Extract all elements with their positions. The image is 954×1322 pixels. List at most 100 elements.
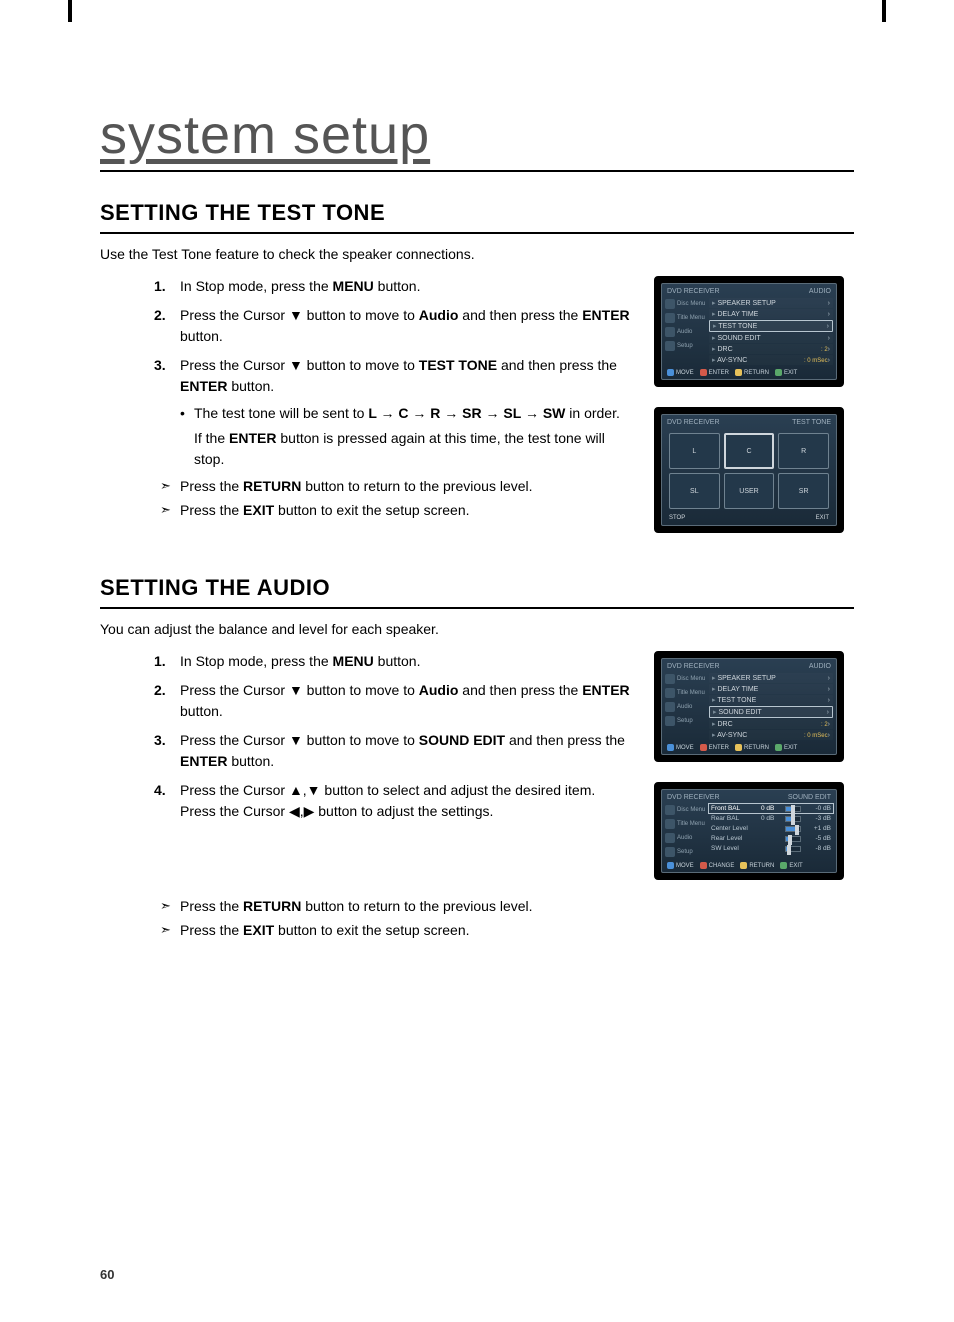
step-number: 1. — [154, 276, 166, 297]
osd-side-item: Setup — [665, 715, 709, 727]
slider-label: Center Level — [711, 825, 757, 832]
osd-row-label: DELAY TIME — [712, 685, 758, 693]
section1-sub-note: If the ENTER button is pressed again at … — [180, 428, 634, 470]
page-crop-marks — [0, 0, 954, 24]
osd-side-icon — [665, 327, 675, 337]
osd-footer-icon — [775, 369, 782, 376]
section-heading-test-tone: SETTING THE TEST TONE — [100, 200, 854, 234]
osd-menu-row: SOUND EDIT› — [709, 706, 833, 718]
osd-row-value: : 2 — [821, 722, 828, 728]
osd-footer: MOVECHANGERETURNEXIT — [665, 861, 833, 870]
section1-intro: Use the Test Tone feature to check the s… — [100, 246, 854, 262]
osd-menu-row: SPEAKER SETUP› — [709, 673, 833, 683]
section1-return-note: Press the RETURN button to return to the… — [100, 478, 634, 494]
osd-header-left: DVD RECEIVER — [667, 794, 720, 801]
osd-footer-icon — [667, 369, 674, 376]
slider-track — [785, 836, 801, 842]
osd-side-item: Disc Menu — [665, 298, 709, 310]
crop-tick-right — [882, 0, 886, 22]
osd-footer-icon — [775, 744, 782, 751]
osd-row-right: : 2› — [821, 721, 830, 728]
slider-right-value: -5 dB — [805, 835, 831, 842]
osd-row-value: : 0 mSec — [804, 733, 828, 739]
section2-steps: 1. In Stop mode, press the MENU button. … — [100, 651, 634, 822]
osd-body: Disc MenuTitle MenuAudioSetup SPEAKER SE… — [665, 298, 833, 365]
chevron-right-icon: › — [828, 300, 830, 307]
osd-footer-icon — [735, 369, 742, 376]
osd-menu-row: AV-SYNC : 0 mSec› — [709, 730, 833, 740]
slider-track — [785, 846, 801, 852]
osd-row-right: › — [828, 686, 830, 693]
down-arrow-icon: ▼ — [289, 357, 303, 373]
down-arrow-icon: ▼ — [289, 732, 303, 748]
down-arrow-icon: ▼ — [289, 682, 303, 698]
osd-header-left: DVD RECEIVER — [667, 288, 720, 295]
step-number: 3. — [154, 730, 166, 751]
section1-figures-column: DVD RECEIVER AUDIO Disc MenuTitle MenuAu… — [654, 276, 854, 533]
slider-track — [785, 806, 801, 812]
osd-footer-exit: EXIT — [816, 515, 829, 521]
step-text: Press the Cursor ▼ button to move to SOU… — [180, 732, 625, 769]
osd-row-value: : 2 — [821, 347, 828, 353]
spacer — [100, 830, 634, 890]
osd-slider-list: Front BAL0 dB-0 dBRear BAL0 dB-3 dBCente… — [709, 804, 833, 858]
osd-side-label: Audio — [677, 835, 692, 841]
osd-body: Disc MenuTitle MenuAudioSetup SPEAKER SE… — [665, 673, 833, 740]
osd-footer-icon — [735, 744, 742, 751]
section1-steps: 1. In Stop mode, press the MENU button. … — [100, 276, 634, 470]
step-number: 3. — [154, 355, 166, 376]
page-title: system setup — [100, 104, 854, 172]
step-text: Press the Cursor ▼ button to move to Aud… — [180, 307, 630, 344]
osd-menu-list: SPEAKER SETUP›DELAY TIME›TEST TONE›SOUND… — [709, 298, 833, 365]
osd-sidebar: Disc MenuTitle MenuAudioSetup — [665, 298, 709, 365]
osd-speaker-cell: C — [724, 433, 775, 469]
osd-footer-item: CHANGE — [700, 862, 735, 869]
osd-audio-menu-test-tone: DVD RECEIVER AUDIO Disc MenuTitle MenuAu… — [654, 276, 844, 387]
osd-header-right: SOUND EDIT — [788, 794, 831, 801]
osd-menu-row: DELAY TIME › — [709, 684, 833, 694]
leftright-arrow-icon: ◀,▶ — [289, 803, 314, 819]
osd-speaker-cell: USER — [724, 473, 775, 509]
osd-inner: DVD RECEIVER AUDIO Disc MenuTitle MenuAu… — [661, 283, 837, 380]
slider-label: SW Level — [711, 845, 757, 852]
osd-row-right: : 2› — [821, 346, 830, 353]
osd-side-icon — [665, 716, 675, 726]
step-number: 4. — [154, 780, 166, 801]
osd-side-item: Audio — [665, 701, 709, 713]
osd-footer-icon — [667, 744, 674, 751]
osd-side-icon — [665, 833, 675, 843]
slider-right-value: -0 dB — [805, 805, 831, 812]
osd-row-label: SOUND EDIT — [712, 334, 761, 342]
osd-side-label: Setup — [677, 343, 693, 349]
osd-side-label: Title Menu — [677, 821, 705, 827]
slider-knob — [788, 835, 792, 845]
osd-side-label: Disc Menu — [677, 807, 705, 813]
osd-row-right: › — [828, 335, 830, 342]
osd-row-label: AV-SYNC — [712, 731, 747, 739]
osd-slider-row: Rear Level-5 dB — [709, 834, 833, 843]
osd-footer: MOVEENTERRETURNEXIT — [665, 743, 833, 752]
osd-inner: DVD RECEIVER TEST TONE LCRSLUSERSR STOP … — [661, 414, 837, 526]
osd-menu-row: SOUND EDIT › — [709, 333, 833, 343]
osd-slider-row: Center Level+1 dB — [709, 824, 833, 833]
slider-label: Rear BAL — [711, 815, 757, 822]
osd-footer-icon — [700, 744, 707, 751]
chevron-right-icon: › — [828, 335, 830, 342]
slider-knob — [795, 825, 799, 835]
osd-row-label: DELAY TIME — [712, 310, 758, 318]
chevron-right-icon: › — [828, 357, 830, 364]
section1-step-3: 3. Press the Cursor ▼ button to move to … — [180, 355, 634, 470]
osd-side-item: Title Menu — [665, 818, 709, 830]
osd-side-item: Setup — [665, 846, 709, 858]
chevron-right-icon: › — [828, 346, 830, 353]
osd-row-right: › — [827, 323, 829, 330]
osd-side-icon — [665, 313, 675, 323]
step-number: 2. — [154, 680, 166, 701]
osd-slider-row: Front BAL0 dB-0 dB — [709, 804, 833, 813]
osd-row-right: : 0 mSec› — [804, 732, 830, 739]
updown-arrow-icon: ▲,▼ — [289, 782, 321, 798]
slider-knob — [787, 845, 791, 855]
chevron-right-icon: › — [828, 675, 830, 682]
step-number: 2. — [154, 305, 166, 326]
osd-footer-item: RETURN — [735, 744, 769, 751]
